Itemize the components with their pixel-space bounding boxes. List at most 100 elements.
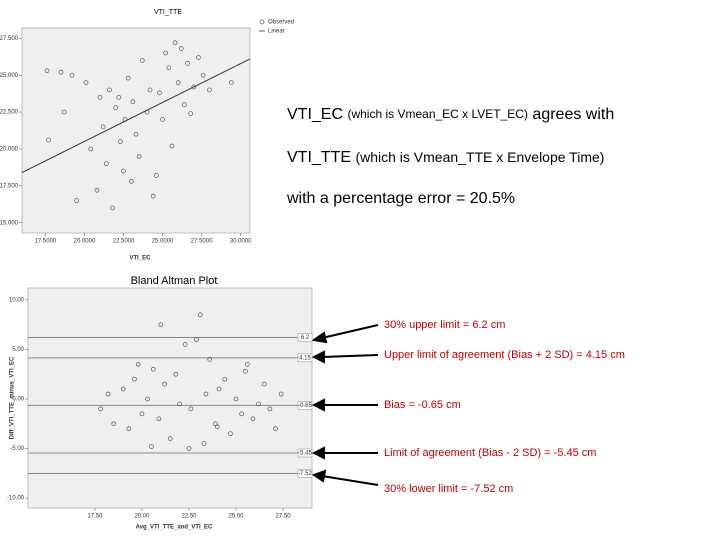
point bbox=[132, 376, 137, 382]
point bbox=[130, 99, 136, 105]
point bbox=[228, 80, 234, 85]
fit-line bbox=[21, 58, 251, 173]
point bbox=[194, 337, 199, 342]
y-axis-label: Diff_VTI_TTE_minus_VTI_EC bbox=[10, 356, 16, 439]
point bbox=[160, 117, 165, 122]
point bbox=[256, 401, 261, 407]
reference-label: -5.45 bbox=[298, 451, 312, 457]
point bbox=[128, 179, 134, 184]
x-tick-label: 20.00 bbox=[134, 514, 150, 520]
y-tick-label: 17.500 bbox=[0, 183, 19, 189]
point bbox=[188, 111, 194, 116]
y-tick-label: -5.00 bbox=[10, 446, 24, 452]
point bbox=[178, 46, 184, 51]
point bbox=[58, 69, 64, 75]
text: VTI_EC bbox=[287, 106, 347, 123]
point bbox=[233, 396, 239, 402]
annotation: 30% upper limit = 6.2 cm bbox=[384, 319, 505, 331]
annotation: Bias = -0.65 cm bbox=[384, 399, 461, 411]
statement-line: VTI_TTE (which is Vmean_TTE x Envelope T… bbox=[287, 149, 604, 167]
annotation: 30% lower limit = -7.52 cm bbox=[384, 483, 513, 495]
y-tick-label: 0.00 bbox=[12, 397, 24, 403]
x-tick-label: 27.50 bbox=[276, 514, 292, 520]
point bbox=[163, 50, 169, 56]
point bbox=[133, 131, 139, 137]
x-axis-label: Avg_VTI_TTE_and_VTI_EC bbox=[136, 525, 213, 531]
point bbox=[175, 80, 181, 85]
point bbox=[278, 391, 284, 397]
point bbox=[200, 72, 206, 78]
legend-label: Linear bbox=[268, 29, 285, 35]
y-tick-label: -10.00 bbox=[7, 496, 25, 502]
point bbox=[191, 84, 197, 90]
point bbox=[145, 396, 150, 402]
text: (which is Vmean_TTE x Envelope Time) bbox=[355, 149, 604, 165]
point bbox=[136, 153, 142, 159]
point bbox=[94, 187, 100, 193]
plot-area bbox=[27, 287, 313, 509]
point bbox=[267, 406, 273, 412]
y-tick-label: 25.000 bbox=[0, 73, 19, 79]
point bbox=[88, 146, 94, 152]
point bbox=[147, 87, 153, 93]
point bbox=[162, 381, 167, 387]
point bbox=[125, 75, 131, 81]
point bbox=[207, 87, 212, 93]
point bbox=[196, 55, 201, 60]
x-tick-label: 27.5000 bbox=[191, 239, 213, 245]
point bbox=[156, 416, 162, 422]
y-tick-label: 5.00 bbox=[12, 347, 24, 353]
point bbox=[121, 168, 126, 174]
reference-label: -7.52 bbox=[298, 471, 312, 477]
point bbox=[61, 109, 67, 115]
point bbox=[116, 94, 122, 100]
point bbox=[158, 322, 164, 328]
point bbox=[239, 411, 245, 417]
point bbox=[110, 205, 115, 211]
y-tick-label: 10.00 bbox=[9, 297, 25, 303]
x-tick-label: 22.50 bbox=[181, 514, 197, 520]
point bbox=[166, 65, 172, 71]
point bbox=[74, 198, 80, 203]
reference-label-box bbox=[297, 353, 313, 363]
annotation: Limit of agreement (Bias - 2 SD) = -5.45… bbox=[384, 447, 596, 459]
legend-label: Observed bbox=[268, 20, 294, 26]
point bbox=[69, 72, 75, 78]
point bbox=[216, 386, 222, 392]
text: (which is Vmean_EC x LVET_EC) bbox=[347, 107, 528, 121]
point bbox=[113, 105, 119, 110]
point bbox=[250, 416, 256, 422]
point bbox=[103, 161, 109, 167]
point bbox=[139, 58, 145, 63]
chart-title: VTI_TTE bbox=[154, 9, 182, 16]
point bbox=[100, 124, 106, 130]
point bbox=[107, 87, 112, 93]
point bbox=[177, 401, 182, 407]
text: VTI_TTE bbox=[287, 149, 355, 166]
y-tick-label: 15.000 bbox=[0, 220, 19, 226]
point bbox=[44, 68, 50, 74]
point bbox=[111, 421, 117, 427]
legend-swatch bbox=[259, 19, 265, 25]
point bbox=[150, 193, 156, 199]
point bbox=[228, 431, 233, 437]
point bbox=[118, 139, 123, 144]
annotation: Upper limit of agreement (Bias + 2 SD) =… bbox=[384, 349, 625, 361]
y-tick-label: 20.000 bbox=[0, 147, 19, 153]
reference-label: 6.2 bbox=[301, 335, 310, 341]
point bbox=[207, 357, 213, 362]
point bbox=[46, 137, 51, 143]
point bbox=[97, 94, 103, 100]
point bbox=[169, 143, 175, 149]
point bbox=[149, 444, 154, 449]
reference-label-box bbox=[297, 401, 313, 410]
point bbox=[157, 90, 162, 96]
point bbox=[139, 411, 145, 417]
y-tick-label: 22.500 bbox=[0, 110, 19, 116]
point bbox=[182, 342, 188, 347]
reference-label-box bbox=[297, 448, 313, 458]
point bbox=[126, 426, 132, 432]
reference-label: 4.15 bbox=[299, 355, 311, 361]
statement-line: VTI_EC (which is Vmean_EC x LVET_EC) agr… bbox=[287, 106, 614, 123]
